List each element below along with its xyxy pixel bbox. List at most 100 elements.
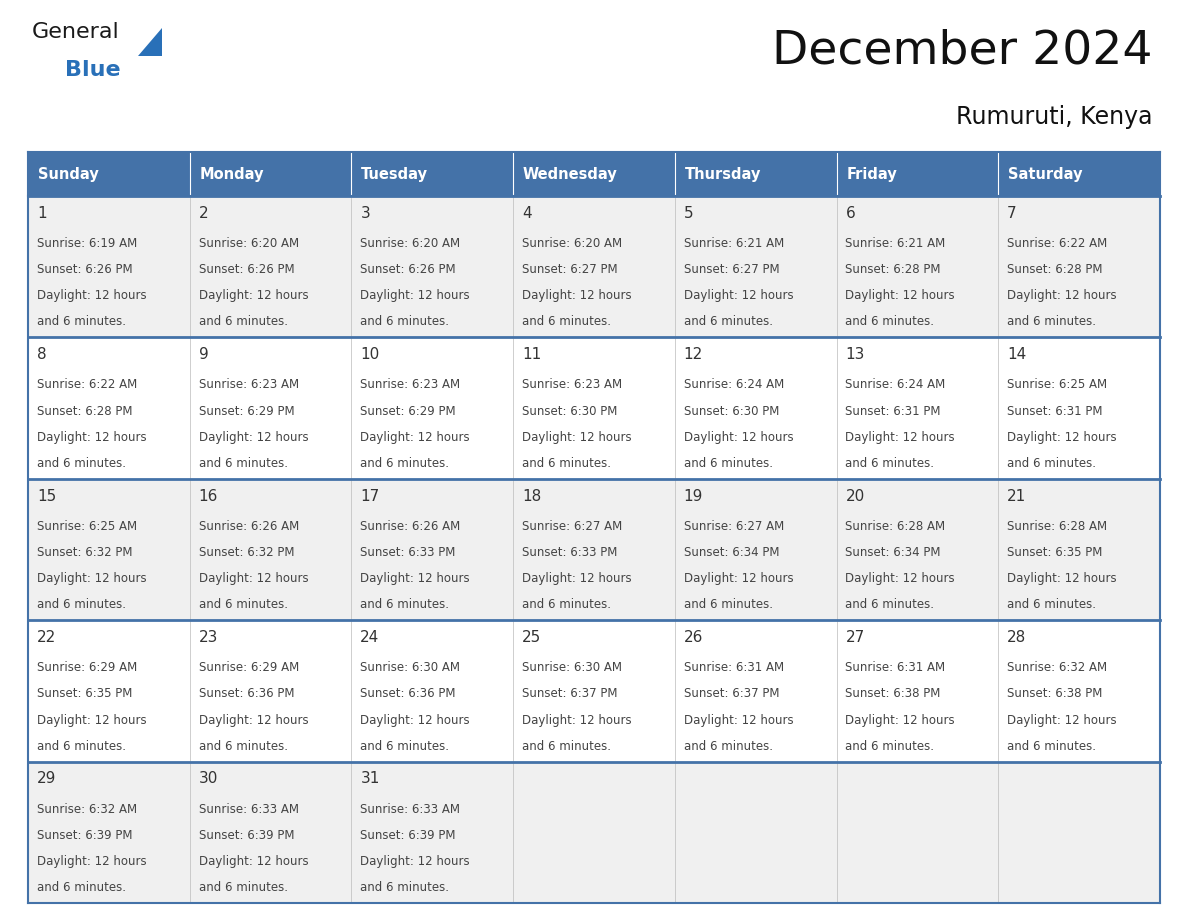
- Bar: [190, 196, 352, 338]
- Bar: [513, 196, 675, 338]
- Text: Sunrise: 6:19 AM: Sunrise: 6:19 AM: [37, 237, 137, 250]
- Text: December 2024: December 2024: [772, 28, 1154, 73]
- Text: Daylight: 12 hours: Daylight: 12 hours: [360, 855, 470, 868]
- Text: Sunrise: 6:28 AM: Sunrise: 6:28 AM: [1007, 520, 1107, 532]
- Text: Sunset: 6:30 PM: Sunset: 6:30 PM: [684, 405, 779, 418]
- Text: and 6 minutes.: and 6 minutes.: [37, 599, 126, 611]
- Text: Daylight: 12 hours: Daylight: 12 hours: [360, 572, 470, 585]
- Text: Sunrise: 6:31 AM: Sunrise: 6:31 AM: [846, 661, 946, 674]
- Text: Sunrise: 6:31 AM: Sunrise: 6:31 AM: [684, 661, 784, 674]
- Text: and 6 minutes.: and 6 minutes.: [360, 881, 449, 894]
- Bar: [836, 479, 998, 621]
- Bar: [675, 196, 836, 338]
- Text: Daylight: 12 hours: Daylight: 12 hours: [522, 289, 632, 302]
- Text: Sunrise: 6:33 AM: Sunrise: 6:33 AM: [198, 802, 298, 815]
- Text: 28: 28: [1007, 630, 1026, 645]
- Text: and 6 minutes.: and 6 minutes.: [684, 457, 772, 470]
- Text: Sunset: 6:26 PM: Sunset: 6:26 PM: [37, 263, 133, 276]
- Text: Daylight: 12 hours: Daylight: 12 hours: [37, 289, 146, 302]
- Text: 7: 7: [1007, 206, 1017, 221]
- Text: 1: 1: [37, 206, 46, 221]
- Bar: [998, 762, 1159, 903]
- Text: and 6 minutes.: and 6 minutes.: [522, 599, 611, 611]
- Text: Sunset: 6:33 PM: Sunset: 6:33 PM: [522, 546, 618, 559]
- Bar: [29, 152, 190, 196]
- Text: and 6 minutes.: and 6 minutes.: [522, 740, 611, 753]
- Text: Daylight: 12 hours: Daylight: 12 hours: [846, 572, 955, 585]
- Text: Sunrise: 6:26 AM: Sunrise: 6:26 AM: [198, 520, 299, 532]
- Text: Sunset: 6:30 PM: Sunset: 6:30 PM: [522, 405, 618, 418]
- Text: Rumuruti, Kenya: Rumuruti, Kenya: [956, 105, 1154, 129]
- Text: Sunset: 6:28 PM: Sunset: 6:28 PM: [37, 405, 132, 418]
- Bar: [836, 338, 998, 479]
- Bar: [675, 479, 836, 621]
- Text: 3: 3: [360, 206, 371, 221]
- Text: and 6 minutes.: and 6 minutes.: [360, 599, 449, 611]
- Bar: [836, 152, 998, 196]
- Bar: [675, 338, 836, 479]
- Text: 18: 18: [522, 488, 542, 504]
- Bar: [998, 152, 1159, 196]
- Text: Sunrise: 6:20 AM: Sunrise: 6:20 AM: [360, 237, 461, 250]
- Text: and 6 minutes.: and 6 minutes.: [522, 457, 611, 470]
- Text: Saturday: Saturday: [1007, 166, 1082, 182]
- Text: Daylight: 12 hours: Daylight: 12 hours: [37, 713, 146, 726]
- Text: Daylight: 12 hours: Daylight: 12 hours: [684, 289, 794, 302]
- Bar: [513, 621, 675, 762]
- Text: Sunset: 6:38 PM: Sunset: 6:38 PM: [1007, 688, 1102, 700]
- Bar: [675, 762, 836, 903]
- Bar: [352, 338, 513, 479]
- Bar: [998, 621, 1159, 762]
- Text: 11: 11: [522, 347, 542, 363]
- Text: Sunset: 6:34 PM: Sunset: 6:34 PM: [846, 546, 941, 559]
- Text: Sunrise: 6:23 AM: Sunrise: 6:23 AM: [360, 378, 461, 391]
- Text: Daylight: 12 hours: Daylight: 12 hours: [1007, 713, 1117, 726]
- Text: Sunrise: 6:27 AM: Sunrise: 6:27 AM: [522, 520, 623, 532]
- Text: 23: 23: [198, 630, 217, 645]
- Text: Sunset: 6:31 PM: Sunset: 6:31 PM: [1007, 405, 1102, 418]
- Text: Sunrise: 6:26 AM: Sunrise: 6:26 AM: [360, 520, 461, 532]
- Text: Sunrise: 6:32 AM: Sunrise: 6:32 AM: [1007, 661, 1107, 674]
- Text: Sunset: 6:39 PM: Sunset: 6:39 PM: [198, 829, 295, 842]
- Text: Sunset: 6:28 PM: Sunset: 6:28 PM: [846, 263, 941, 276]
- Text: and 6 minutes.: and 6 minutes.: [37, 881, 126, 894]
- Bar: [29, 479, 190, 621]
- Text: and 6 minutes.: and 6 minutes.: [360, 316, 449, 329]
- Text: Sunrise: 6:29 AM: Sunrise: 6:29 AM: [37, 661, 137, 674]
- Text: 14: 14: [1007, 347, 1026, 363]
- Bar: [836, 196, 998, 338]
- Text: and 6 minutes.: and 6 minutes.: [198, 599, 287, 611]
- Text: and 6 minutes.: and 6 minutes.: [37, 457, 126, 470]
- Text: and 6 minutes.: and 6 minutes.: [522, 316, 611, 329]
- Text: and 6 minutes.: and 6 minutes.: [684, 316, 772, 329]
- Text: Sunrise: 6:20 AM: Sunrise: 6:20 AM: [198, 237, 298, 250]
- Text: Sunset: 6:34 PM: Sunset: 6:34 PM: [684, 546, 779, 559]
- Text: Sunset: 6:38 PM: Sunset: 6:38 PM: [846, 688, 941, 700]
- Text: Sunset: 6:35 PM: Sunset: 6:35 PM: [37, 688, 132, 700]
- Text: 22: 22: [37, 630, 56, 645]
- Text: Daylight: 12 hours: Daylight: 12 hours: [198, 572, 308, 585]
- Text: 25: 25: [522, 630, 542, 645]
- Text: Sunrise: 6:24 AM: Sunrise: 6:24 AM: [684, 378, 784, 391]
- Text: Daylight: 12 hours: Daylight: 12 hours: [198, 713, 308, 726]
- Bar: [352, 152, 513, 196]
- Text: and 6 minutes.: and 6 minutes.: [198, 316, 287, 329]
- Text: 17: 17: [360, 488, 380, 504]
- Text: 6: 6: [846, 206, 855, 221]
- Text: and 6 minutes.: and 6 minutes.: [1007, 599, 1097, 611]
- Text: 13: 13: [846, 347, 865, 363]
- Text: Sunset: 6:32 PM: Sunset: 6:32 PM: [37, 546, 132, 559]
- Text: Sunday: Sunday: [38, 166, 99, 182]
- Bar: [352, 479, 513, 621]
- Text: Daylight: 12 hours: Daylight: 12 hours: [198, 289, 308, 302]
- Bar: [513, 479, 675, 621]
- Text: and 6 minutes.: and 6 minutes.: [1007, 316, 1097, 329]
- Text: 20: 20: [846, 488, 865, 504]
- Text: 29: 29: [37, 771, 56, 787]
- Text: 5: 5: [684, 206, 694, 221]
- Bar: [675, 621, 836, 762]
- Text: 10: 10: [360, 347, 380, 363]
- Text: Wednesday: Wednesday: [523, 166, 618, 182]
- Text: and 6 minutes.: and 6 minutes.: [198, 740, 287, 753]
- Text: and 6 minutes.: and 6 minutes.: [37, 316, 126, 329]
